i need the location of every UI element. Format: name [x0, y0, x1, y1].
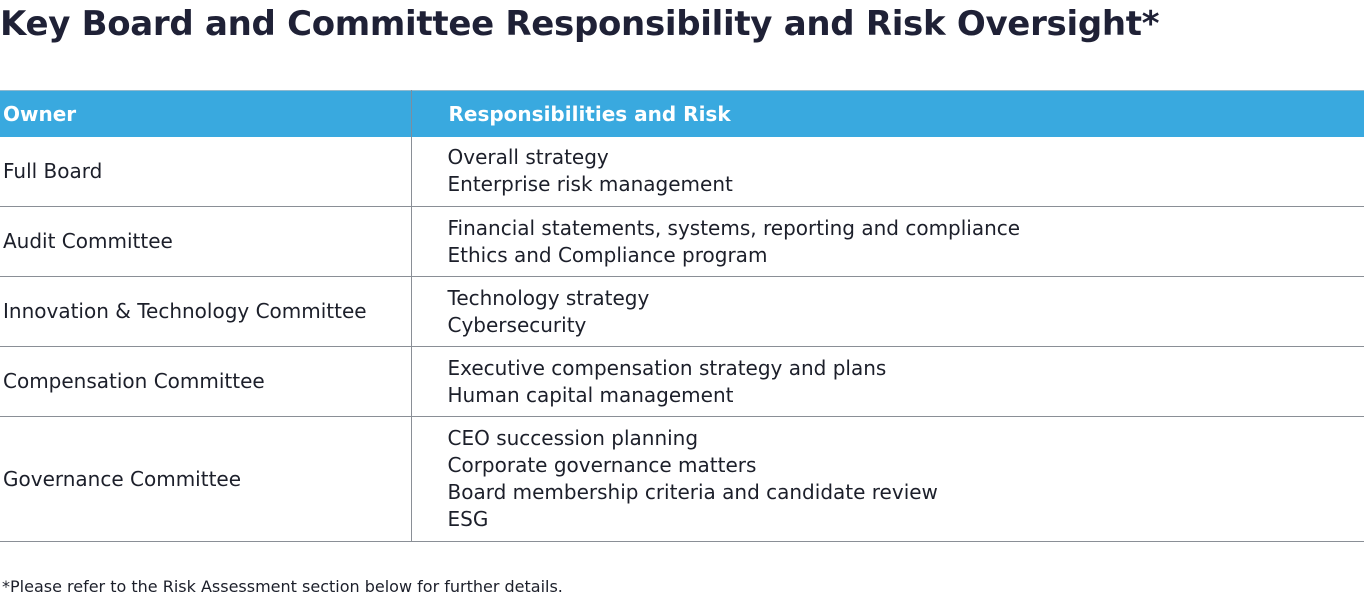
owner-cell: Innovation & Technology Committee — [0, 276, 412, 347]
table-row: Full Board Overall strategy Enterprise r… — [0, 136, 1364, 207]
responsibilities-cell: Executive compensation strategy and plan… — [411, 346, 1364, 417]
owner-cell: Governance Committee — [0, 416, 412, 542]
responsibilities-cell: Technology strategy Cybersecurity — [411, 276, 1364, 347]
responsibility-item: Technology strategy — [447, 285, 650, 310]
responsibility-item: Board membership criteria and candidate … — [447, 480, 938, 504]
footnote: *Please refer to the Risk Assessment sec… — [2, 577, 563, 596]
table-row: Governance Committee CEO succession plan… — [0, 416, 1364, 542]
responsibility-item: Executive compensation strategy and plan… — [447, 355, 887, 380]
responsibilities-column-header: Responsibilities and Risk — [411, 90, 1364, 137]
responsibility-item: ESG — [447, 507, 489, 531]
responsibilities-cell: Financial statements, systems, reporting… — [411, 206, 1364, 277]
table-body: Full Board Overall strategy Enterprise r… — [0, 136, 1364, 542]
responsibility-item: Corporate governance matters — [447, 453, 757, 477]
table-header: Owner Responsibilities and Risk — [0, 90, 1364, 137]
responsibility-item: Human capital management — [447, 382, 734, 407]
oversight-table-container: Owner Responsibilities and Risk Full Boa… — [0, 90, 1364, 542]
responsibility-item: Enterprise risk management — [447, 172, 733, 197]
responsibility-item: Financial statements, systems, reporting… — [447, 215, 1021, 240]
page-title: Key Board and Committee Responsibility a… — [0, 4, 1160, 44]
responsibilities-cell: CEO succession planning Corporate govern… — [411, 416, 1364, 542]
responsibility-item: CEO succession planning — [447, 426, 699, 450]
table-header-row: Owner Responsibilities and Risk — [0, 90, 1364, 137]
table-row: Compensation Committee Executive compens… — [0, 346, 1364, 417]
owner-column-header: Owner — [0, 90, 412, 137]
owner-cell: Audit Committee — [0, 206, 412, 277]
owner-cell: Full Board — [0, 136, 412, 207]
responsibility-item: Cybersecurity — [447, 312, 587, 337]
owner-cell: Compensation Committee — [0, 346, 412, 417]
table-row: Innovation & Technology Committee Techno… — [0, 276, 1364, 347]
responsibilities-cell: Overall strategy Enterprise risk managem… — [411, 136, 1364, 207]
responsibility-item: Ethics and Compliance program — [447, 242, 768, 267]
responsibility-item: Overall strategy — [447, 145, 609, 170]
oversight-table: Owner Responsibilities and Risk Full Boa… — [0, 90, 1364, 542]
table-row: Audit Committee Financial statements, sy… — [0, 206, 1364, 277]
